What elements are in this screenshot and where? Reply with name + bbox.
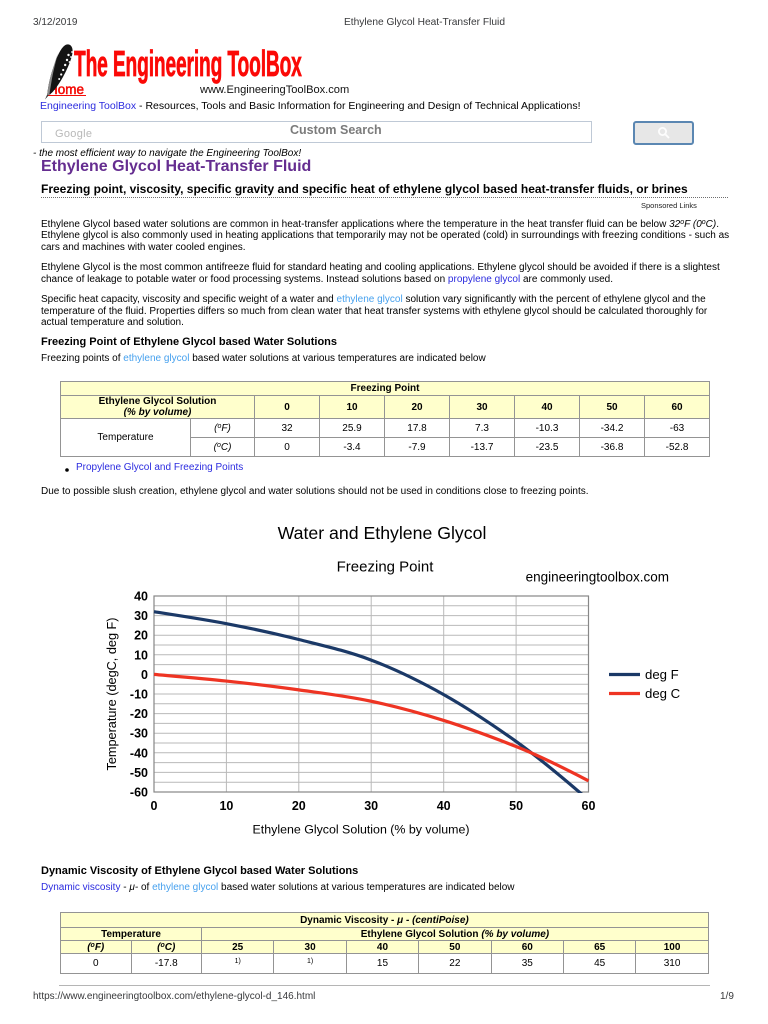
svg-text:-40: -40: [130, 746, 148, 760]
svg-text:30: 30: [134, 609, 148, 623]
svg-text:60: 60: [582, 799, 596, 813]
svg-text:20: 20: [134, 629, 148, 643]
svg-text:-50: -50: [130, 766, 148, 780]
svg-text:0: 0: [141, 668, 148, 682]
svg-text:deg F: deg F: [645, 667, 679, 682]
svg-text:engineeringtoolbox.com: engineeringtoolbox.com: [526, 570, 669, 585]
svg-text:Temperature (degC, deg F): Temperature (degC, deg F): [105, 617, 119, 770]
svg-text:Freezing Point: Freezing Point: [337, 559, 435, 576]
svg-text:10: 10: [219, 799, 233, 813]
svg-text:deg C: deg C: [645, 686, 681, 701]
svg-text:0: 0: [151, 799, 158, 813]
svg-text:30: 30: [364, 799, 378, 813]
svg-text:10: 10: [134, 648, 148, 662]
svg-text:40: 40: [134, 590, 148, 604]
svg-text:-60: -60: [130, 786, 148, 800]
svg-text:Ethylene Glycol Solution (% by: Ethylene Glycol Solution (% by volume): [253, 823, 470, 837]
svg-text:Water and Ethylene Glycol: Water and Ethylene Glycol: [278, 523, 487, 543]
svg-text:-30: -30: [130, 727, 148, 741]
svg-text:-20: -20: [130, 707, 148, 721]
svg-text:40: 40: [437, 799, 451, 813]
svg-text:-10: -10: [130, 688, 148, 702]
svg-text:50: 50: [509, 799, 523, 813]
svg-text:20: 20: [292, 799, 306, 813]
